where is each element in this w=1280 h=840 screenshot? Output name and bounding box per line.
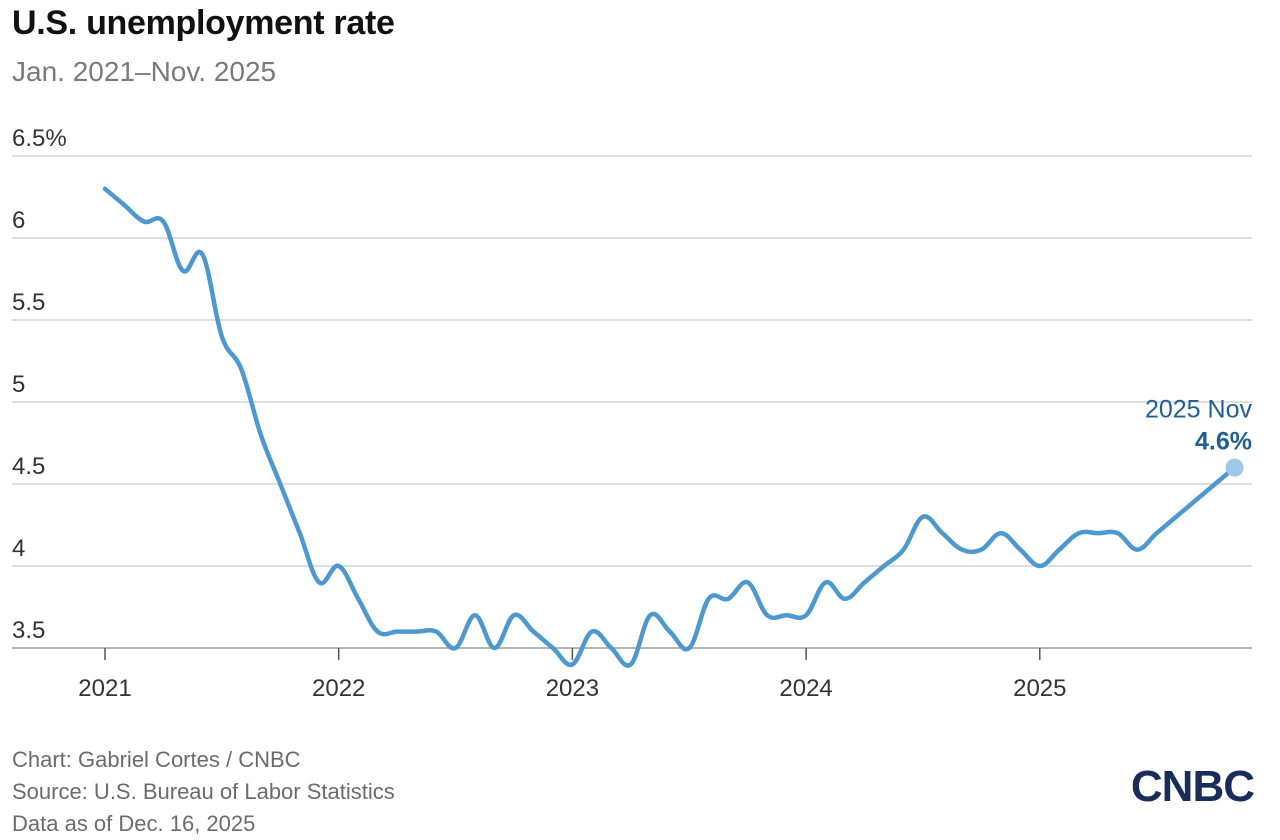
gridlines	[12, 155, 1252, 649]
line-chart: 6.5% 6 5.5 5 4.5 4 3.5 2021 2022 2023 2024 2025 20…	[12, 125, 1253, 702]
x-axis: 2021 2022 2023 2024 2025	[78, 648, 1066, 702]
chart-source: Source: U.S. Bureau of Labor Statistics	[12, 779, 395, 804]
chart-subtitle: Jan. 2021–Nov. 2025	[12, 56, 277, 87]
last-point-marker	[1225, 458, 1244, 477]
x-tick-label: 2022	[312, 675, 365, 702]
x-tick-label: 2021	[78, 675, 131, 702]
chart-title: U.S. unemployment rate	[12, 4, 395, 42]
y-tick-label: 4	[12, 535, 25, 562]
y-tick-label: 5	[12, 371, 25, 398]
y-axis: 6.5% 6 5.5 5 4.5 4 3.5	[12, 125, 67, 644]
annotation-date: 2025 Nov	[1145, 396, 1253, 424]
series-group	[102, 186, 1237, 668]
y-tick-label: 3.5	[12, 617, 45, 644]
y-tick-label: 6.5%	[12, 125, 67, 152]
chart-credit: Chart: Gabriel Cortes / CNBC	[12, 747, 301, 772]
cnbc-logo: CNBC	[1130, 762, 1255, 811]
y-tick-label: 5.5	[12, 289, 45, 316]
y-tick-label: 4.5	[12, 453, 45, 480]
annotation-group: 2025 Nov 4.6%	[1145, 396, 1253, 477]
annotation-value: 4.6%	[1195, 428, 1252, 456]
x-tick-label: 2024	[779, 675, 832, 702]
y-tick-label: 6	[12, 207, 25, 234]
series-line	[102, 186, 1237, 668]
x-tick-label: 2023	[546, 675, 599, 702]
data-date: Data as of Dec. 16, 2025	[12, 811, 256, 836]
footer: Chart: Gabriel Cortes / CNBC Source: U.S…	[12, 744, 395, 840]
x-tick-label: 2025	[1013, 675, 1066, 702]
